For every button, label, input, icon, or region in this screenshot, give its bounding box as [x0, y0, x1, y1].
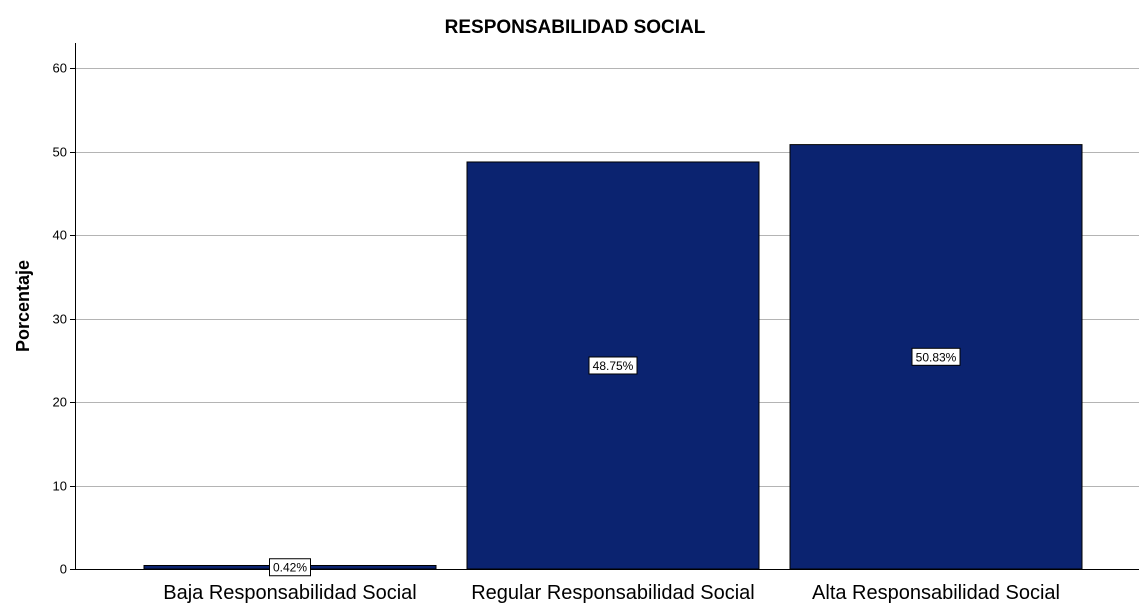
- y-tick-label: 20: [53, 395, 67, 410]
- y-axis-label: Porcentaje: [13, 260, 33, 352]
- x-tick-label: Alta Responsabilidad Social: [812, 582, 1060, 603]
- data-label-box: [588, 356, 638, 375]
- x-tick-label: Regular Responsabilidad Social: [471, 582, 755, 603]
- y-tick-label: 30: [53, 312, 67, 327]
- y-ticks: 0 10 20 30 40 50 60: [53, 61, 75, 577]
- x-tick-label: Baja Responsabilidad Social: [163, 582, 417, 603]
- y-tick-label: 10: [53, 479, 67, 494]
- data-labels: 0.42% 48.75% 50.83%: [269, 347, 961, 577]
- y-tick-label: 50: [53, 145, 67, 160]
- x-ticks: Baja Responsabilidad Social Regular Respo…: [163, 582, 1060, 603]
- data-label-box: [911, 347, 961, 366]
- data-label: 0.42%: [273, 561, 307, 575]
- y-tick-label: 0: [60, 562, 67, 577]
- y-tick-label: 60: [53, 61, 67, 76]
- y-tick-label: 40: [53, 228, 67, 243]
- data-label: 50.83%: [916, 350, 957, 364]
- data-label: 48.75%: [593, 359, 634, 373]
- chart-title: RESPONSABILIDAD SOCIAL: [445, 17, 706, 38]
- data-label-box: [269, 558, 311, 577]
